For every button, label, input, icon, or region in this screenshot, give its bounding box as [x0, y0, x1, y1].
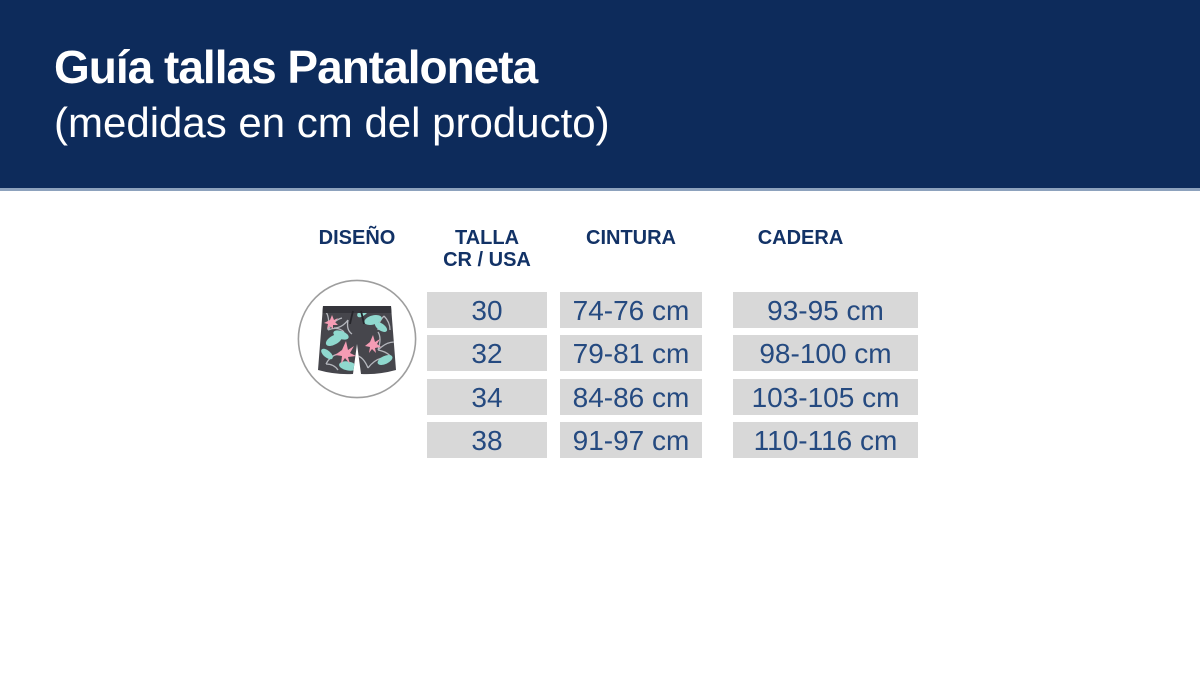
column-header-cintura: CINTURA [586, 227, 676, 249]
hip-cell-row1: 93-95 cm [733, 292, 918, 328]
waist-cell-row3: 84-86 cm [560, 379, 702, 415]
column-header-diseno: DISEÑO [318, 227, 396, 249]
column-header-cadera: CADERA [757, 227, 844, 249]
column-header-talla-line2: CR / USA [443, 249, 531, 271]
hip-cell-row3: 103-105 cm [733, 379, 918, 415]
column-header-talla: TALLA CR / USA [426, 227, 548, 271]
size-cell-row2: 32 [427, 335, 547, 371]
product-photo-floral-shorts [296, 278, 418, 400]
waist-cell-row1: 74-76 cm [560, 292, 702, 328]
floral-swim-shorts-icon [297, 279, 417, 399]
column-header-talla-line1: TALLA [454, 227, 520, 249]
waist-cell-row2: 79-81 cm [560, 335, 702, 371]
page-title: Guía tallas Pantaloneta [54, 41, 538, 93]
hip-cell-row4: 110-116 cm [733, 422, 918, 458]
header-band [0, 0, 1200, 191]
size-cell-row4: 38 [427, 422, 547, 458]
size-cell-row1: 30 [427, 292, 547, 328]
page-subtitle: (medidas en cm del producto) [54, 99, 610, 146]
hip-cell-row2: 98-100 cm [733, 335, 918, 371]
size-cell-row3: 34 [427, 379, 547, 415]
waist-cell-row4: 91-97 cm [560, 422, 702, 458]
